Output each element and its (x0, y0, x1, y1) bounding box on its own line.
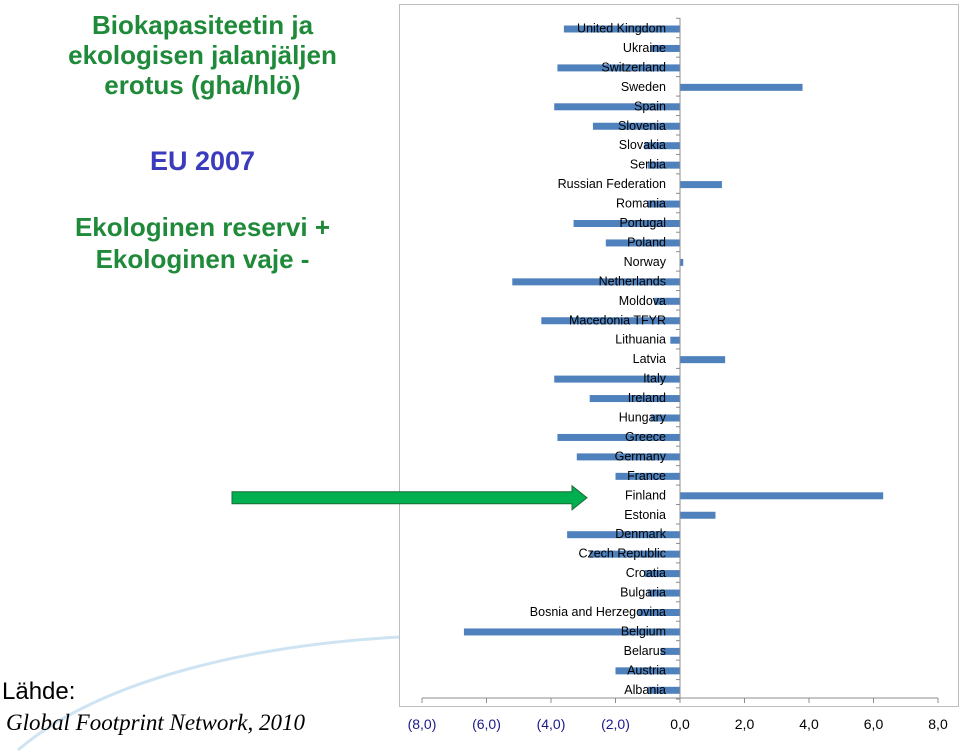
bar-spain (554, 103, 680, 111)
bar-serbia (647, 161, 680, 169)
bar-austria (615, 667, 680, 675)
bar-finland (680, 492, 884, 500)
category-label: Estonia (624, 508, 666, 522)
x-tick-label: 6,0 (864, 716, 884, 732)
category-label: Slovenia (618, 119, 666, 133)
bar-slovenia (592, 122, 680, 130)
bar-denmark (567, 531, 680, 539)
decorative-swoosh (17, 635, 400, 752)
category-label: Croatia (626, 566, 666, 580)
x-tick-label: 2,0 (735, 716, 755, 732)
deficit-legend: Ekologinen vaje - (95, 244, 310, 274)
reserve-legend: Ekologinen reservi + (74, 212, 331, 242)
bar-czech-republic (589, 550, 680, 558)
title-line-3: erotus (gha/hlö) (104, 70, 301, 100)
title-line-1: Biokapasiteetin ja (91, 10, 314, 40)
category-label: Portugal (619, 216, 666, 230)
category-label: Poland (627, 235, 666, 249)
category-label: Switzerland (601, 60, 666, 74)
category-label: Hungary (619, 411, 667, 425)
x-tick-label: (2,0) (601, 716, 630, 732)
bar-poland (605, 239, 680, 247)
bar-portugal (573, 220, 680, 227)
category-label: United Kingdom (577, 22, 666, 36)
bar-bulgaria (647, 589, 680, 597)
bar-ukraine (650, 44, 680, 52)
bar-netherlands (512, 278, 680, 286)
bar-france (615, 472, 680, 480)
bar-russian-federation (680, 181, 722, 189)
source-text: Global Footprint Network, 2010 (6, 710, 305, 735)
category-label: Finland (625, 488, 666, 502)
x-tick-label: 0,0 (670, 716, 690, 732)
category-label: Romania (616, 197, 666, 211)
arrow-shape (231, 484, 588, 511)
x-tick-label: (8,0) (408, 716, 437, 732)
bar-switzerland (557, 64, 680, 72)
bar-hungary (650, 414, 680, 422)
x-tick-label: 8,0 (928, 716, 948, 732)
bar-lithuania (670, 336, 680, 344)
source-label: Lähde: (2, 678, 76, 705)
category-label: Sweden (621, 80, 666, 94)
x-tick-label: (6,0) (472, 716, 501, 732)
bar-germany (576, 453, 680, 461)
x-tick-label: 4,0 (799, 716, 819, 732)
bar-belgium (463, 628, 680, 636)
category-label: Czech Republic (578, 547, 666, 561)
category-label: Albania (624, 683, 666, 697)
bar-greece (557, 433, 680, 441)
category-label: Slovakia (619, 138, 666, 152)
category-label: Bulgaria (620, 586, 666, 600)
bar-bosnia-and-herzegovina (638, 609, 680, 616)
bar-ireland (589, 395, 680, 403)
category-label: Italy (643, 372, 667, 386)
category-label: Bosnia and Herzegovina (530, 605, 666, 619)
category-label: Germany (615, 449, 667, 463)
category-label: Ireland (628, 391, 666, 405)
bar-macedonia-tfyr (541, 317, 680, 325)
bar-estonia (680, 511, 716, 519)
bar-norway (680, 258, 684, 266)
category-label: Moldova (619, 294, 666, 308)
category-label: Denmark (615, 527, 666, 541)
category-label: Netherlands (599, 274, 666, 288)
category-label: Ukraine (623, 41, 666, 55)
bar-moldova (654, 297, 680, 305)
title-line-2: ekologisen jalanjäljen (68, 40, 337, 70)
category-label: Belarus (624, 644, 666, 658)
category-label: Lithuania (615, 333, 666, 347)
bar-italy (554, 375, 680, 383)
category-label: Latvia (633, 352, 666, 366)
bar-belarus (660, 647, 680, 655)
category-label: Greece (625, 430, 666, 444)
category-label: Russian Federation (558, 177, 666, 191)
bar-croatia (644, 570, 680, 578)
bar-romania (647, 200, 680, 208)
category-label: Belgium (621, 624, 666, 638)
category-label: France (627, 469, 666, 483)
bar-latvia (680, 356, 726, 364)
bar-slovakia (644, 142, 680, 150)
category-label: Spain (634, 99, 666, 113)
bar-sweden (680, 83, 803, 91)
category-label: Austria (627, 663, 666, 677)
category-label: Norway (624, 255, 667, 269)
bar-albania (647, 686, 680, 694)
x-tick-label: (4,0) (537, 716, 566, 732)
eu-label: EU 2007 (149, 146, 256, 176)
chart-title: Biokapasiteetin ja ekologisen jalanjälje… (40, 10, 365, 100)
bar-united-kingdom (563, 25, 680, 33)
category-label: Serbia (630, 158, 666, 172)
category-label: Macedonia TFYR (569, 313, 666, 327)
